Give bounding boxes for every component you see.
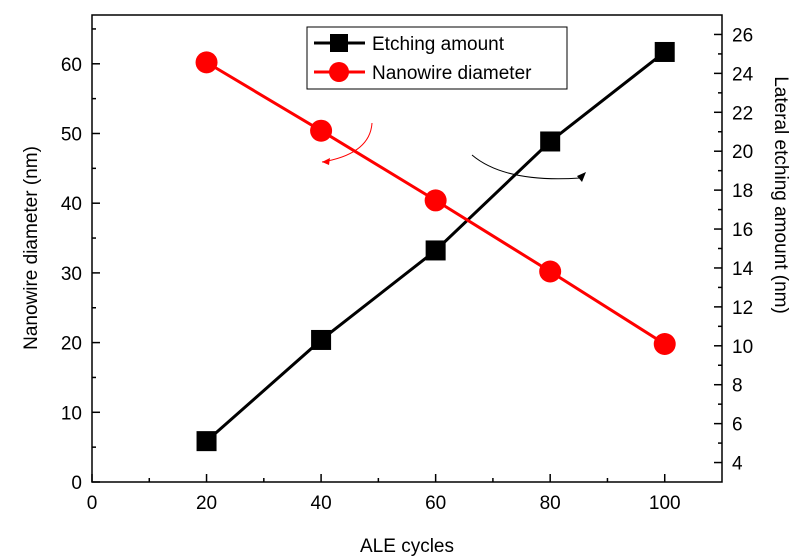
black-axis-arrowhead: [577, 172, 586, 182]
legend-label-diameter: Nanowire diameter: [372, 63, 532, 84]
data-point-etching: [311, 329, 332, 350]
x-tick-label: 20: [196, 493, 217, 514]
y-tick-label: 0: [71, 473, 82, 494]
y2-tick-label: 14: [732, 259, 754, 280]
legend-item-etching: Etching amount: [314, 34, 505, 55]
data-point-diameter: [653, 332, 676, 355]
y2-tick-label: 4: [732, 454, 743, 475]
legend-box: [306, 26, 568, 90]
legend: Etching amount Nanowire diameter: [306, 26, 568, 90]
y-tick-label: 50: [61, 124, 82, 145]
data-point-etching: [654, 41, 675, 62]
y-axis-left-title: Nanowire diameter (nm): [21, 146, 42, 350]
x-axis-ticks: 0 20 40 60 80 100: [87, 474, 681, 514]
x-tick-label: 40: [311, 493, 332, 514]
x-tick-label: 60: [425, 493, 446, 514]
legend-item-diameter: Nanowire diameter: [314, 62, 532, 84]
legend-label-etching: Etching amount: [372, 34, 505, 55]
data-point-diameter: [310, 119, 333, 142]
y2-tick-label: 24: [732, 64, 754, 85]
y2-tick-label: 22: [732, 103, 753, 124]
y-tick-label: 10: [61, 403, 82, 424]
red-axis-arrow: [321, 122, 373, 163]
y-axis-right-title: Lateral etching amount (nm): [770, 76, 789, 314]
red-axis-arrowhead: [322, 158, 330, 165]
y2-tick-label: 12: [732, 298, 753, 319]
data-point-diameter: [539, 260, 562, 283]
data-point-etching: [425, 240, 446, 261]
y2-tick-label: 26: [732, 25, 753, 46]
y-tick-label: 40: [61, 194, 82, 215]
data-point-diameter: [424, 189, 447, 212]
data-point-etching: [196, 431, 217, 452]
x-axis-title: ALE cycles: [360, 536, 454, 556]
y2-tick-label: 6: [732, 415, 743, 436]
data-point-diameter: [195, 51, 218, 74]
y-tick-label: 20: [61, 334, 82, 355]
y-axis-right-ticks: 4 6 8 10 12 14 16 18 20 22 24 26: [714, 25, 754, 475]
black-axis-arrow: [471, 154, 581, 180]
y-axis-left-ticks: 0 10 20 30 40 50 60: [61, 28, 100, 494]
x-tick-label: 100: [649, 493, 681, 514]
data-point-etching: [540, 131, 561, 152]
legend-marker-diameter: [329, 62, 349, 82]
y2-tick-label: 10: [732, 337, 753, 358]
y2-tick-label: 20: [732, 142, 753, 163]
x-tick-label: 80: [540, 493, 561, 514]
series-layer: [195, 41, 676, 452]
legend-marker-etching: [330, 34, 348, 52]
y-tick-label: 60: [61, 55, 82, 76]
y-tick-label: 30: [61, 264, 82, 285]
y2-tick-label: 18: [732, 181, 753, 202]
x-tick-label: 0: [87, 493, 98, 514]
y2-tick-label: 16: [732, 220, 753, 241]
y2-tick-label: 8: [732, 376, 743, 397]
